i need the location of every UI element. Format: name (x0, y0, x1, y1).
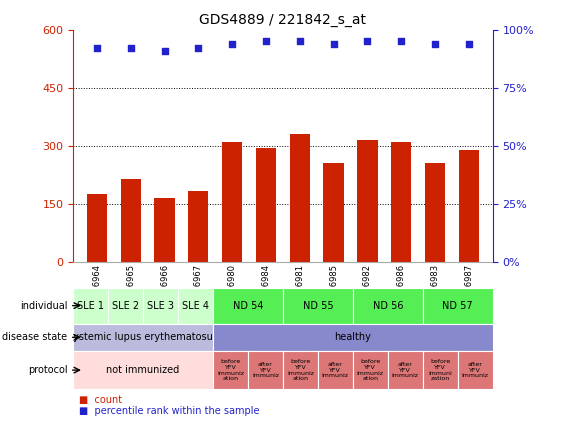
Text: SLE 4: SLE 4 (182, 301, 209, 310)
Text: not immunized: not immunized (106, 365, 180, 375)
Bar (358, 140, 378, 262)
Text: disease state: disease state (2, 332, 68, 342)
Text: systemic lupus erythematosus: systemic lupus erythematosus (68, 332, 218, 342)
Text: after
YFV
immuniz: after YFV immuniz (252, 362, 279, 379)
Text: after
YFV
immuniz: after YFV immuniz (392, 362, 419, 379)
Bar (222, 142, 242, 262)
Text: healthy: healthy (334, 332, 371, 342)
Text: ND 57: ND 57 (443, 301, 473, 310)
Text: after
YFV
immuniz: after YFV immuniz (322, 362, 349, 379)
Point (329, 40, 338, 47)
Text: SLE 3: SLE 3 (147, 301, 174, 310)
Bar (188, 190, 208, 262)
Point (363, 38, 372, 44)
Point (397, 38, 406, 44)
Text: protocol: protocol (28, 365, 68, 375)
Text: ND 55: ND 55 (302, 301, 333, 310)
Bar (120, 179, 141, 262)
Text: individual: individual (20, 301, 68, 310)
Bar (324, 163, 344, 262)
Bar (256, 148, 276, 262)
Point (431, 40, 440, 47)
Bar (459, 150, 479, 262)
Title: GDS4889 / 221842_s_at: GDS4889 / 221842_s_at (199, 13, 367, 27)
Point (261, 38, 270, 44)
Text: ND 54: ND 54 (233, 301, 263, 310)
Point (160, 47, 169, 54)
Point (464, 40, 473, 47)
Bar (425, 163, 445, 262)
Text: ■  percentile rank within the sample: ■ percentile rank within the sample (79, 407, 260, 416)
Bar (87, 195, 107, 262)
Text: after
YFV
immuniz: after YFV immuniz (462, 362, 489, 379)
Point (194, 45, 203, 52)
Bar (391, 142, 412, 262)
Point (92, 45, 101, 52)
Text: before
YFV
immuni
zation: before YFV immuni zation (428, 359, 452, 381)
Text: ■  count: ■ count (79, 395, 122, 404)
Text: before
YFV
immuniz
ation: before YFV immuniz ation (357, 359, 384, 381)
Point (296, 38, 305, 44)
Text: ND 56: ND 56 (373, 301, 403, 310)
Text: SLE 2: SLE 2 (112, 301, 139, 310)
Bar (154, 198, 175, 262)
Text: before
YFV
immuniz
ation: before YFV immuniz ation (287, 359, 314, 381)
Bar (290, 134, 310, 262)
Point (227, 40, 236, 47)
Point (126, 45, 135, 52)
Text: SLE 1: SLE 1 (77, 301, 104, 310)
Text: before
YFV
immuniz
ation: before YFV immuniz ation (217, 359, 244, 381)
